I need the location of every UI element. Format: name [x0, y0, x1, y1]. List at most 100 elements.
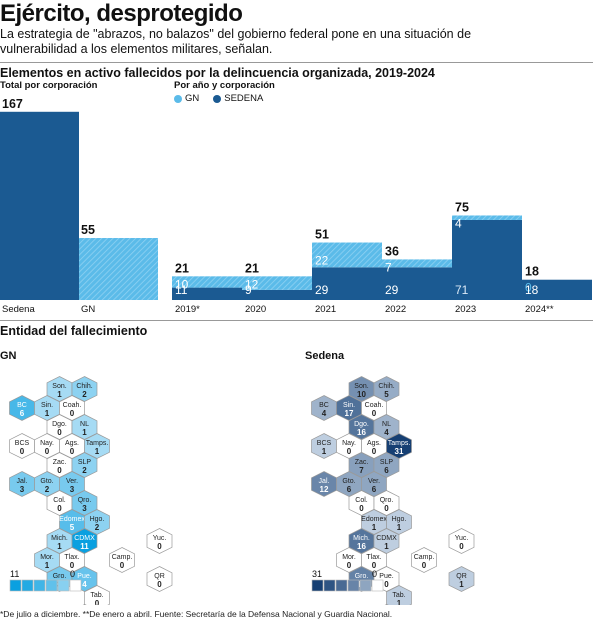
gn-state-label: Mor.: [40, 554, 54, 561]
gn-state-value: 0: [57, 466, 62, 475]
sedena-state-label: Chih.: [378, 383, 394, 390]
sedena-value-label: 29: [315, 283, 329, 297]
gn-state-label: Tab.: [90, 592, 103, 599]
totals-subtitle: Total por corporación: [0, 80, 98, 91]
sedena-hex: [448, 528, 475, 554]
sedena-state-label: Dgo.: [354, 421, 369, 428]
gn-state-label: CDMX: [74, 535, 95, 542]
gn-scale-swatch: [69, 579, 82, 592]
gn-state-label: SLP: [78, 459, 92, 466]
tick-label: Sedena: [2, 304, 35, 315]
sedena-scale-swatch: [335, 579, 348, 592]
gn-state-value: 1: [82, 428, 87, 437]
gn-state-value: 2: [45, 485, 50, 494]
gn-state-value: 0: [70, 409, 75, 418]
tick-label: 2024**: [525, 304, 554, 315]
gn-state-value: 1: [45, 409, 50, 418]
sedena-scale-max: 31: [312, 569, 322, 579]
divider: [0, 320, 593, 321]
tick-label: 2022: [385, 304, 406, 315]
gn-scale-swatch: [9, 579, 22, 592]
gn-state-label: Edomex: [59, 516, 85, 523]
sedena-state-label: Pue.: [379, 573, 393, 580]
sedena-state-label: Tlax.: [366, 554, 381, 561]
gn-state-value: 5: [70, 523, 75, 532]
gn-state-value: 11: [80, 542, 89, 551]
gn-state-value: 0: [45, 447, 50, 456]
sedena-state-value: 6: [347, 485, 352, 494]
sedena-value-label: 29: [385, 283, 399, 297]
page-subtitle: La estrategia de "abrazos, no balazos" d…: [0, 27, 472, 56]
sedena-state-label: Tamps.: [388, 440, 411, 447]
total-label: 18: [525, 265, 539, 279]
sedena-state-value: 0: [372, 561, 377, 570]
gn-value-label: 4: [455, 216, 462, 230]
legend-gn-label: GN: [185, 93, 200, 104]
bar-sedena: [172, 287, 242, 300]
gn-state-label: Gto.: [40, 478, 53, 485]
sedena-state-label: CDMX: [376, 535, 397, 542]
sedena-state-label: Ags.: [367, 440, 381, 447]
legend-gn-swatch: [174, 94, 182, 103]
gn-state-value: 1: [45, 561, 50, 570]
bar-gn: [312, 242, 382, 268]
gn-state-label: NL: [80, 421, 89, 428]
data-label: 55: [81, 223, 95, 237]
yearly-subtitle: Por año y corporación: [174, 80, 275, 91]
sedena-state-value: 1: [397, 523, 402, 532]
gn-value-label: 7: [385, 260, 392, 274]
gn-state-value: 4: [82, 580, 87, 589]
sedena-state-label: Qro.: [380, 497, 394, 504]
sedena-state-label: SLP: [380, 459, 394, 466]
bar-gn: [172, 276, 242, 288]
gn-state-value: 0: [70, 561, 75, 570]
gn-state-label: Hgo.: [90, 516, 105, 523]
sedena-state-value: 6: [384, 466, 389, 475]
tick-label: 2021: [315, 304, 336, 315]
gn-state-value: 0: [20, 447, 25, 456]
gn-hex: [109, 547, 135, 573]
sedena-state-value: 0: [384, 580, 389, 589]
gn-state-label: Son.: [52, 383, 66, 390]
sedena-state-value: 17: [345, 409, 354, 418]
sedena-scale-swatch: [359, 579, 372, 592]
hex-maps: Son.1Chih.2BC6Sin.1Coah.0Dgo.0NL1BCS0Nay…: [9, 376, 475, 605]
sedena-state-value: 16: [357, 542, 366, 551]
bar-gn: [242, 276, 312, 290]
sedena-state-label: Mor.: [342, 554, 356, 561]
gn-state-value: 1: [95, 447, 100, 456]
legend-sedena: SEDENA: [213, 93, 263, 104]
data-label: 167: [2, 97, 23, 111]
sedena-state-value: 6: [372, 485, 377, 494]
sedena-state-label: BCS: [317, 440, 332, 447]
gn-state-value: 0: [95, 599, 100, 605]
gn-state-value: 6: [20, 409, 25, 418]
sedena-state-value: 1: [397, 599, 402, 605]
gn-state-value: 3: [70, 485, 75, 494]
sedena-scale-min: 0: [372, 569, 377, 579]
gn-value-label: 0: [525, 281, 532, 295]
gn-state-label: Gro.: [53, 573, 67, 580]
gn-state-label: Coah.: [63, 402, 82, 409]
bar-gn: [79, 238, 158, 300]
sedena-value-label: 11: [175, 283, 188, 297]
gn-state-label: Jal.: [17, 478, 28, 485]
gn-state-label: Tlax.: [64, 554, 79, 561]
sedena-state-label: Sin.: [343, 402, 355, 409]
bar-sedena: [452, 219, 522, 300]
sedena-state-label: QR: [456, 573, 467, 580]
bar-sedena: [382, 267, 452, 300]
legend-gn: GN: [174, 93, 199, 104]
sedena-state-value: 7: [359, 466, 364, 475]
sedena-state-value: 1: [372, 523, 377, 532]
gn-state-label: Chih.: [76, 383, 92, 390]
gn-hex: [82, 604, 87, 605]
gn-hex: [146, 528, 173, 554]
gn-state-label: Zac.: [53, 459, 67, 466]
total-label: 75: [455, 200, 469, 214]
tick-label: 2023: [455, 304, 476, 315]
gn-state-value: 0: [70, 447, 75, 456]
gn-state-label: Pue.: [77, 573, 91, 580]
gn-state-label: Qro.: [78, 497, 92, 504]
sedena-state-label: Gto.: [342, 478, 355, 485]
